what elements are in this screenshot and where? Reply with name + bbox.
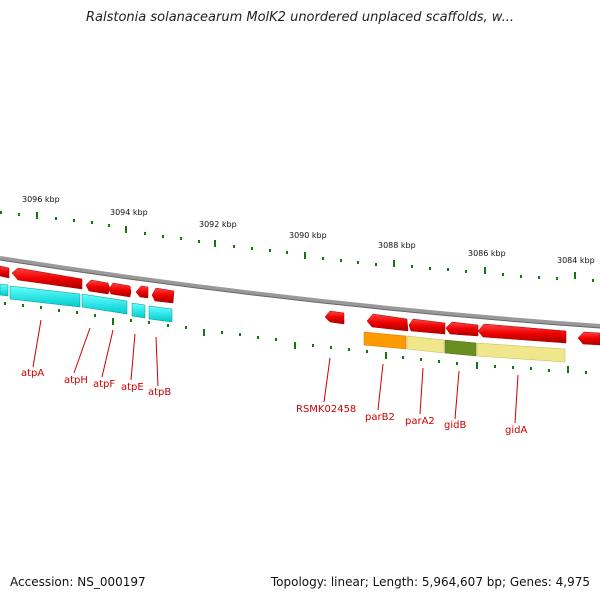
track-atp-left — [0, 283, 9, 297]
scale-label-3088: 3088 kbp — [378, 241, 416, 250]
gene-arrow-parA2[interactable] — [408, 318, 446, 335]
gene-arrow-atpA[interactable] — [11, 267, 83, 290]
track-gidB — [444, 339, 477, 357]
scale-label-3090: 3090 kbp — [289, 231, 327, 240]
leader-lines — [32, 319, 519, 424]
scale-ticks-upper — [0, 211, 594, 282]
scale-label-3094: 3094 kbp — [110, 208, 148, 217]
operon-tracks — [0, 283, 566, 363]
gene-label-RSMK02458: RSMK02458 — [296, 404, 356, 415]
scale-labels: 3096 kbp 3094 kbp 3092 kbp 3090 kbp 3088… — [22, 195, 595, 265]
scale-label-3086: 3086 kbp — [468, 249, 506, 258]
gene-label-atpF: atpF — [93, 379, 115, 390]
gene-label-atpB: atpB — [148, 387, 171, 398]
gene-arrow-0[interactable] — [0, 265, 10, 279]
gene-arrows — [0, 265, 600, 346]
scale-label-3092: 3092 kbp — [199, 220, 237, 229]
map-title: Ralstonia solanacearum MolK2 unordered u… — [85, 10, 514, 25]
track-atpA — [9, 285, 81, 308]
accession-text: Accession: NS_000197 — [10, 575, 146, 589]
gene-label-parB2: parB2 — [365, 412, 395, 423]
gene-label-gidB: gidB — [444, 420, 466, 431]
gene-arrow-atpE[interactable] — [135, 285, 149, 299]
gene-label-atpE: atpE — [121, 382, 144, 393]
gene-arrow-gidA[interactable] — [477, 323, 567, 344]
track-atpH-F — [81, 293, 128, 315]
gene-arrow-atpF[interactable] — [108, 282, 132, 298]
gene-label-atpH: atpH — [64, 375, 88, 386]
genome-backbone — [0, 256, 600, 328]
track-gidA — [476, 342, 566, 363]
gene-arrow-atpH[interactable] — [85, 279, 111, 295]
scale-ticks-lower — [4, 302, 587, 374]
gene-label-parA2: parA2 — [405, 416, 435, 427]
gene-arrow-gidB[interactable] — [445, 321, 479, 337]
track-parA2 — [406, 335, 445, 354]
gene-arrow-RSMK02458[interactable] — [324, 310, 345, 325]
gene-labels: atpA atpH atpF atpE atpB RSMK02458 parB2… — [21, 368, 527, 436]
gene-label-atpA: atpA — [21, 368, 44, 379]
gene-label-gidA: gidA — [505, 425, 527, 436]
scale-label-3084: 3084 kbp — [557, 256, 595, 265]
track-atpB — [148, 305, 173, 323]
gene-arrow-parB2[interactable] — [366, 313, 409, 332]
gene-arrow-right[interactable] — [577, 331, 600, 346]
track-atpE — [131, 302, 146, 319]
gene-arrow-atpB[interactable] — [151, 287, 175, 304]
topology-text: Topology: linear; Length: 5,964,607 bp; … — [270, 575, 590, 589]
scale-label-3096: 3096 kbp — [22, 195, 60, 204]
track-parB2 — [363, 331, 407, 350]
